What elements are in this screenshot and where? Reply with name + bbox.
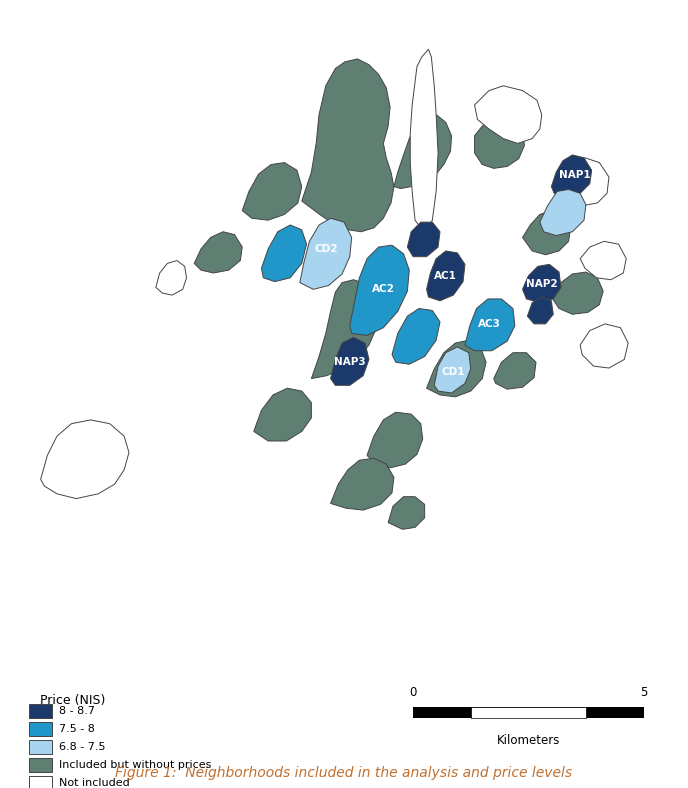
Polygon shape [465, 299, 515, 351]
Polygon shape [350, 245, 409, 336]
Polygon shape [434, 347, 471, 393]
FancyBboxPatch shape [29, 775, 52, 788]
Bar [471, 707, 586, 718]
Polygon shape [254, 388, 312, 441]
Polygon shape [580, 241, 626, 280]
Polygon shape [410, 50, 438, 230]
Polygon shape [392, 309, 440, 364]
Text: 7.5 - 8: 7.5 - 8 [59, 724, 95, 734]
Polygon shape [551, 272, 603, 314]
Polygon shape [580, 324, 628, 368]
Text: Figure 1:  Neighborhoods included in the analysis and price levels: Figure 1: Neighborhoods included in the … [116, 766, 572, 780]
Polygon shape [475, 86, 541, 143]
FancyBboxPatch shape [29, 722, 52, 736]
Polygon shape [261, 225, 307, 281]
Polygon shape [551, 155, 592, 196]
Polygon shape [427, 340, 486, 397]
Text: Included but without prices: Included but without prices [59, 760, 211, 770]
Text: 6.8 - 7.5: 6.8 - 7.5 [59, 742, 106, 752]
Text: Not included: Not included [59, 778, 130, 788]
Polygon shape [407, 222, 440, 257]
Polygon shape [388, 496, 424, 530]
Polygon shape [475, 117, 524, 169]
Polygon shape [41, 420, 129, 499]
Polygon shape [528, 297, 553, 324]
Polygon shape [558, 158, 609, 206]
Text: Price (NIS): Price (NIS) [40, 693, 106, 707]
Text: 8 - 8.7: 8 - 8.7 [59, 706, 95, 716]
Polygon shape [540, 189, 586, 236]
Polygon shape [156, 261, 186, 295]
Text: CD2: CD2 [314, 244, 338, 254]
Text: AC1: AC1 [434, 271, 458, 281]
Polygon shape [394, 113, 451, 188]
Bar [413, 707, 644, 718]
Polygon shape [242, 162, 302, 220]
Polygon shape [523, 264, 561, 303]
Text: NAP2: NAP2 [526, 279, 557, 288]
Polygon shape [300, 218, 352, 289]
Polygon shape [494, 353, 536, 389]
Text: 0: 0 [409, 686, 417, 699]
Text: Kilometers: Kilometers [497, 734, 560, 746]
FancyBboxPatch shape [29, 758, 52, 772]
FancyBboxPatch shape [29, 740, 52, 754]
Text: NAP3: NAP3 [334, 357, 365, 367]
Text: CD1: CD1 [442, 367, 465, 377]
Polygon shape [367, 412, 422, 468]
FancyBboxPatch shape [29, 704, 52, 719]
Polygon shape [330, 459, 394, 510]
Polygon shape [427, 251, 465, 301]
Text: AC2: AC2 [372, 284, 395, 295]
Polygon shape [312, 280, 378, 378]
Polygon shape [302, 59, 394, 232]
Text: 5: 5 [641, 686, 648, 699]
Polygon shape [194, 232, 242, 273]
Polygon shape [330, 337, 369, 385]
Text: AC3: AC3 [477, 319, 500, 329]
Polygon shape [523, 210, 570, 255]
Text: NAP1: NAP1 [559, 170, 590, 180]
